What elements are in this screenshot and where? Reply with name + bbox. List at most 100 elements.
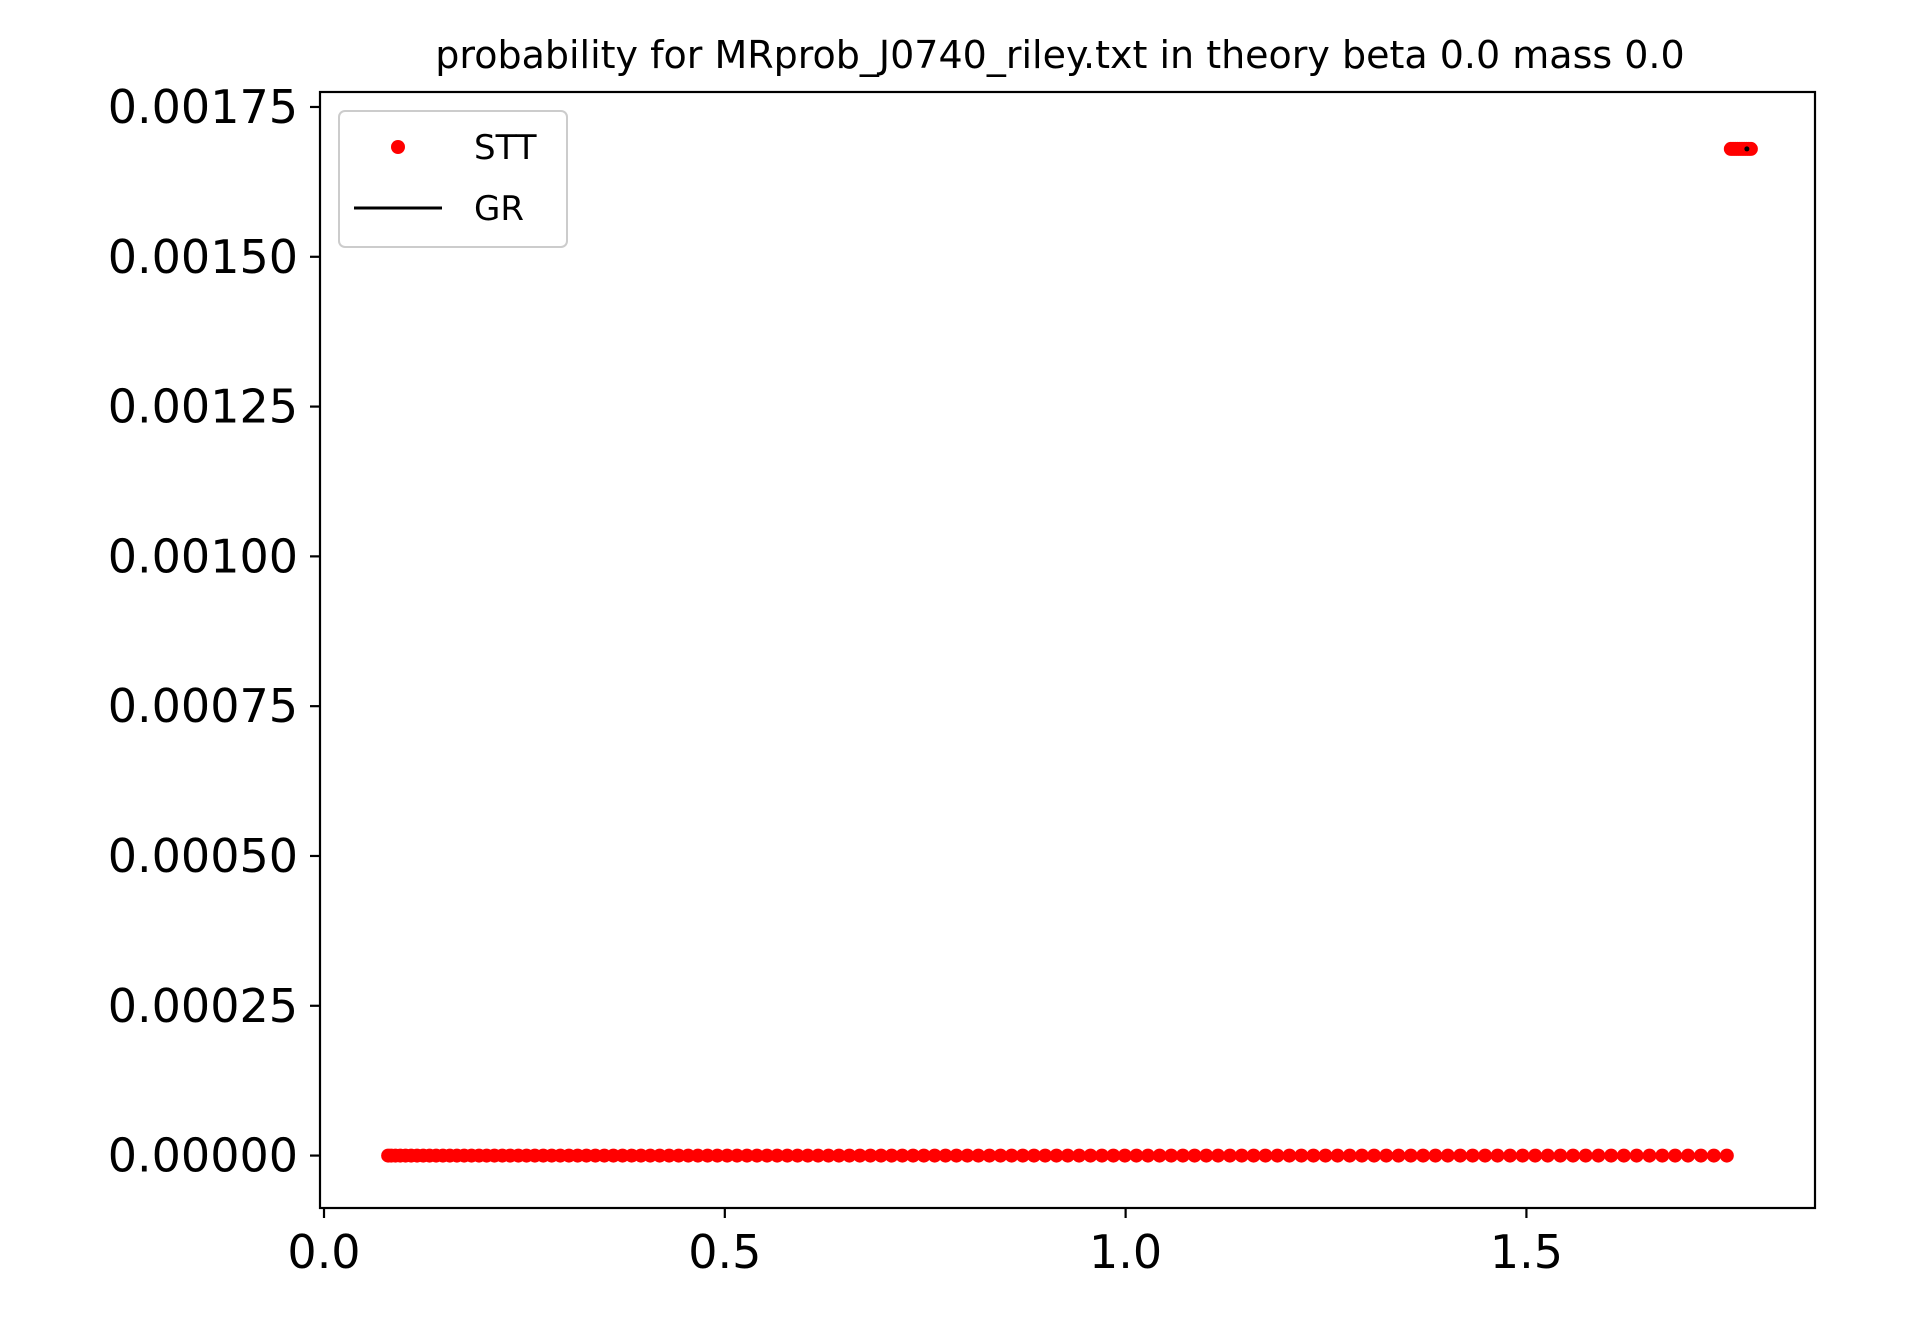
stt-data-point (982, 1148, 997, 1163)
stt-data-point (949, 1148, 964, 1163)
stt-data-point (1655, 1148, 1670, 1163)
stt-data-point (1668, 1148, 1683, 1163)
stt-data-point (863, 1148, 878, 1163)
stt-data-point (1566, 1148, 1581, 1163)
y-tick-label: 0.00100 (108, 529, 298, 583)
stt-data-point (800, 1148, 815, 1163)
stt-data-point (700, 1148, 715, 1163)
stt-data-point (1129, 1148, 1144, 1163)
stt-data-point (720, 1148, 735, 1163)
stt-data-point (710, 1148, 725, 1163)
stt-data-point (1465, 1148, 1480, 1163)
plot-area (381, 141, 1758, 1163)
legend-label-stt: STT (474, 128, 537, 168)
stt-data-point (1706, 1148, 1721, 1163)
stt-data-point (1616, 1148, 1631, 1163)
stt-data-point (884, 1148, 899, 1163)
stt-data-point (1246, 1148, 1261, 1163)
stt-data-point (927, 1148, 942, 1163)
stt-data-point (1528, 1148, 1543, 1163)
stt-data-point (1004, 1148, 1019, 1163)
stt-data-point (1318, 1148, 1333, 1163)
stt-data-point (750, 1148, 765, 1163)
stt-data-point (1403, 1148, 1418, 1163)
stt-data-point (960, 1148, 975, 1163)
legend-marker-stt (391, 140, 405, 154)
stt-data-point (690, 1148, 705, 1163)
stt-data-point (1354, 1148, 1369, 1163)
stt-data-point (1490, 1148, 1505, 1163)
stt-data-point (874, 1148, 889, 1163)
y-tick-label: 0.00025 (108, 979, 298, 1033)
stt-data-point (1222, 1148, 1237, 1163)
stt-data-point (1416, 1148, 1431, 1163)
data-layer (381, 141, 1758, 1163)
stt-data-point (971, 1148, 986, 1163)
stt-data-point (1379, 1148, 1394, 1163)
stt-data-point (1503, 1148, 1518, 1163)
stt-data-point (1049, 1148, 1064, 1163)
stt-data-point (1060, 1148, 1075, 1163)
stt-data-point (770, 1148, 785, 1163)
stt-data-point (1693, 1148, 1708, 1163)
stt-data-point (852, 1148, 867, 1163)
gr-data-point (1744, 146, 1750, 152)
stt-data-point (1294, 1148, 1309, 1163)
stt-data-point (831, 1148, 846, 1163)
stt-data-point (842, 1148, 857, 1163)
stt-data-point (1083, 1148, 1098, 1163)
stt-data-point (916, 1148, 931, 1163)
x-axis: 0.0 0.5 1.0 1.5 (287, 1208, 1563, 1279)
stt-data-point (811, 1148, 826, 1163)
legend: STT GR (338, 110, 568, 248)
chart-title: probability for MRprob_J0740_riley.txt i… (435, 33, 1684, 77)
stt-data-point (780, 1148, 795, 1163)
stt-data-point (938, 1148, 953, 1163)
stt-data-point (671, 1148, 686, 1163)
stt-data-point (1152, 1148, 1167, 1163)
stt-data-point (1270, 1148, 1285, 1163)
stt-data-point (1072, 1148, 1087, 1163)
stt-data-point (1367, 1148, 1382, 1163)
stt-data-point (1391, 1148, 1406, 1163)
stt-data-point (1234, 1148, 1249, 1163)
stt-data-point (1306, 1148, 1321, 1163)
y-tick-label: 0.00050 (108, 829, 298, 883)
stt-data-point (993, 1148, 1008, 1163)
stt-data-point (1478, 1148, 1493, 1163)
stt-data-point (1187, 1148, 1202, 1163)
stt-data-point (1719, 1148, 1734, 1163)
stt-data-point (1015, 1148, 1030, 1163)
stt-data-point (1211, 1148, 1226, 1163)
stt-data-point (740, 1148, 755, 1163)
stt-data-point (1038, 1148, 1053, 1163)
x-tick-label: 1.0 (1089, 1225, 1162, 1279)
y-tick-label: 0.00075 (108, 679, 298, 733)
stt-data-point (1199, 1148, 1214, 1163)
stt-data-point (1453, 1148, 1468, 1163)
stt-data-point (1106, 1148, 1121, 1163)
stt-data-point (906, 1148, 921, 1163)
y-tick-label: 0.00150 (108, 230, 298, 284)
x-tick-label: 1.5 (1490, 1225, 1563, 1279)
plot-frame (318, 90, 1817, 1210)
y-tick-label: 0.00000 (108, 1129, 298, 1183)
stt-data-point (1642, 1148, 1657, 1163)
stt-data-point (1604, 1148, 1619, 1163)
y-tick-label: 0.00175 (108, 80, 298, 134)
stt-data-point (1342, 1148, 1357, 1163)
x-tick-label: 0.0 (287, 1225, 360, 1279)
stt-data-point (1330, 1148, 1345, 1163)
stt-data-point (895, 1148, 910, 1163)
stt-data-point (1164, 1148, 1179, 1163)
y-axis: 0.00000 0.00025 0.00050 0.00075 0.00100 0.001… (108, 80, 320, 1183)
stt-data-point (1440, 1148, 1455, 1163)
y-tick-label: 0.00125 (108, 380, 298, 434)
stt-data-point (760, 1148, 775, 1163)
legend-label-gr: GR (474, 189, 524, 229)
stt-data-point (1540, 1148, 1555, 1163)
stt-data-point (821, 1148, 836, 1163)
stt-data-point (1681, 1148, 1696, 1163)
